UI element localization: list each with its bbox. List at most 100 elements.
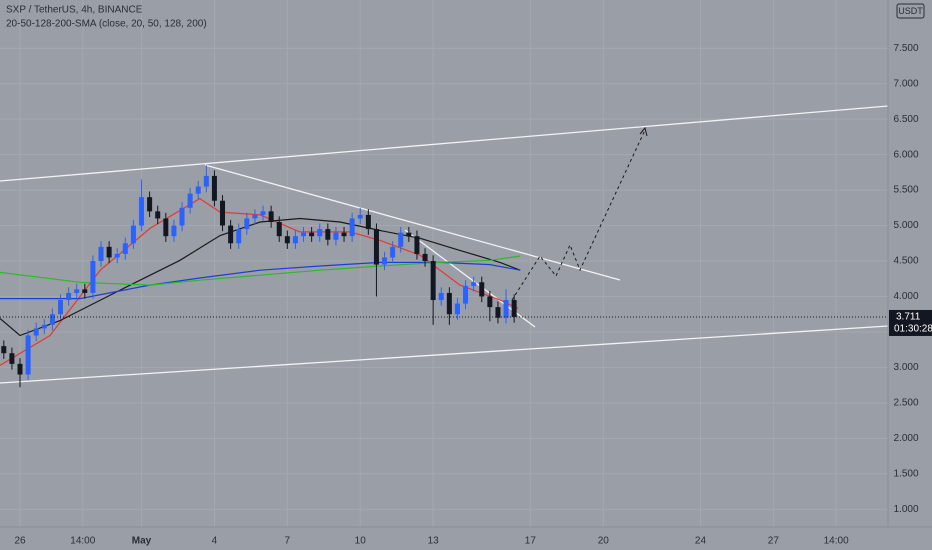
y-tick-label: 5.000 xyxy=(893,220,918,231)
x-tick-label: 7 xyxy=(285,536,291,547)
y-tick-label: 2.000 xyxy=(893,433,918,444)
currency-badge[interactable] xyxy=(896,3,925,19)
candle-body xyxy=(139,197,145,226)
x-tick-label: 10 xyxy=(355,536,367,547)
candle-body xyxy=(82,289,88,293)
candle-body xyxy=(17,363,23,375)
candle-body xyxy=(58,300,64,315)
candle-body xyxy=(438,292,444,301)
candle-body xyxy=(301,232,307,237)
candle-body xyxy=(471,282,477,286)
candle-body xyxy=(41,324,47,329)
last-price-label: 3.711 xyxy=(896,312,921,323)
candle-body xyxy=(414,236,420,254)
candle-body xyxy=(325,229,331,240)
last-price-badge xyxy=(889,309,932,336)
arrow-head xyxy=(639,126,648,137)
candle-body xyxy=(284,236,290,244)
moving-average xyxy=(0,261,521,300)
candle-body xyxy=(430,261,436,301)
candle-body xyxy=(49,314,55,325)
candle-body xyxy=(90,261,96,293)
candle-body xyxy=(333,232,339,240)
y-tick-label: 6.500 xyxy=(893,114,918,125)
y-tick-label: 2.500 xyxy=(893,398,918,409)
candle-body xyxy=(495,307,501,318)
x-tick-label: 26 xyxy=(14,536,26,547)
candle-body xyxy=(114,253,120,258)
candle-body xyxy=(511,300,517,317)
plot xyxy=(0,165,888,388)
candle-body xyxy=(211,175,217,201)
candle-body xyxy=(74,289,80,293)
x-tick-label: 17 xyxy=(525,536,537,547)
x-tick-label: 27 xyxy=(768,536,780,547)
candle-body xyxy=(446,292,452,315)
y-tick-label: 7.000 xyxy=(893,78,918,89)
candle-body xyxy=(390,246,396,258)
drawings xyxy=(0,105,889,384)
x-tick-label: 14:00 xyxy=(70,536,95,547)
y-tick-label: 7.500 xyxy=(893,43,918,54)
grid xyxy=(0,0,888,527)
candle-body xyxy=(268,211,274,223)
candle-body xyxy=(341,232,347,237)
x-tick-label: May xyxy=(132,536,152,547)
candle-body xyxy=(147,197,153,212)
candle-body xyxy=(9,353,15,364)
y-tick-label: 1.500 xyxy=(893,468,918,479)
candle-body xyxy=(163,218,169,237)
candle-body xyxy=(220,200,226,226)
y-tick-label: 4.500 xyxy=(893,256,918,267)
candle-body xyxy=(309,232,315,237)
candle-body xyxy=(106,246,112,258)
y-tick-label: 1.000 xyxy=(893,504,918,515)
candle-body xyxy=(422,253,428,262)
candle-body xyxy=(1,346,7,354)
candle-body xyxy=(479,282,485,297)
candle-body xyxy=(382,257,388,265)
candle-body xyxy=(98,246,104,262)
candle-body xyxy=(463,285,469,304)
candle-body xyxy=(357,214,363,219)
currency-label[interactable]: USDT xyxy=(898,6,923,16)
candle-body xyxy=(252,214,258,219)
candle-body xyxy=(454,303,460,315)
projection xyxy=(511,126,648,301)
candle-body xyxy=(487,296,493,308)
channel-upper xyxy=(0,105,889,182)
candle-body xyxy=(195,186,201,194)
candle-body xyxy=(179,207,185,226)
y-tick-label: 4.000 xyxy=(893,291,918,302)
candle-body xyxy=(66,292,72,301)
candle-body xyxy=(33,328,39,336)
candle-body xyxy=(122,243,128,254)
x-tick-label: 24 xyxy=(695,536,707,547)
y-tick-label: 5.500 xyxy=(893,185,918,196)
moving-average xyxy=(0,255,521,286)
x-tick-label: 20 xyxy=(598,536,610,547)
indicator-label: 20-50-128-200-SMA (close, 20, 50, 128, 2… xyxy=(6,19,207,30)
x-tick-label: 14:00 xyxy=(824,536,849,547)
candle-body xyxy=(373,229,379,265)
candle-body xyxy=(187,193,193,208)
candle-body xyxy=(398,232,404,247)
candle-body xyxy=(349,218,355,237)
moving-average xyxy=(0,217,521,337)
candle-body xyxy=(155,211,161,219)
x-tick-label: 4 xyxy=(212,536,218,547)
candle-body xyxy=(406,232,412,237)
candle-body xyxy=(260,211,266,215)
projection-path xyxy=(511,129,646,301)
chart-title: SXP / TetherUS, 4h, BINANCE xyxy=(6,5,143,16)
y-tick-label: 3.000 xyxy=(893,362,918,373)
candle-body xyxy=(317,229,323,237)
candle-body xyxy=(228,225,234,244)
candle-body xyxy=(276,222,282,237)
candle-body xyxy=(203,175,209,187)
candle-body xyxy=(130,225,136,244)
trendline xyxy=(204,164,621,281)
channel-lower xyxy=(0,325,889,384)
